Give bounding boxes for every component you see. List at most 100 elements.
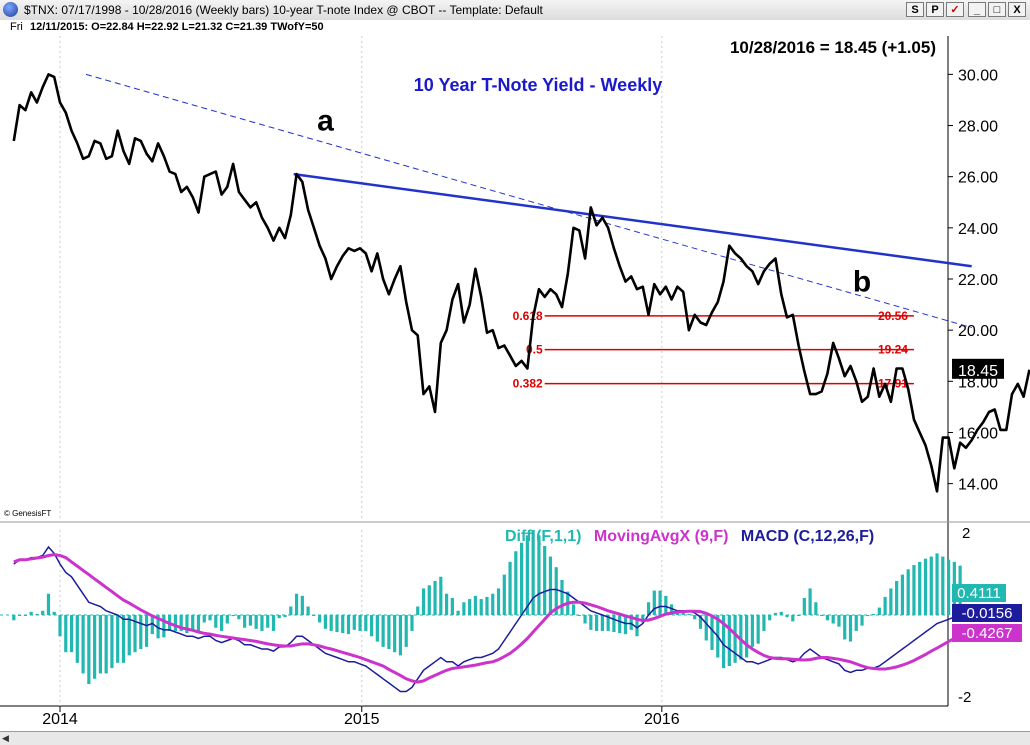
histogram-bar [462,602,466,615]
histogram-bar [254,615,258,629]
histogram-bar [768,615,772,621]
histogram-bar [46,593,51,615]
histogram-bar [341,615,345,634]
dashed-trendline [85,73,972,329]
histogram-bar [502,574,506,615]
price-y-tick-label: 28.00 [958,119,998,136]
histogram-bar [191,615,195,630]
window-title-bar: $TNX: 07/17/1998 - 10/28/2016 (Weekly ba… [0,0,1030,21]
histogram-bar [277,615,281,619]
histogram-bar [820,615,824,616]
histogram-bar [473,595,478,615]
histogram-bar [335,615,339,632]
price-y-tick-label: 14.00 [958,477,998,494]
wave-label-a: a [317,104,334,137]
current-value-label: 18.45 [958,363,998,380]
s-button[interactable]: S [906,2,924,17]
histogram-bar [300,595,304,615]
solid-trendline [293,172,972,268]
wave-label-b: b [853,266,871,299]
histogram-bar [64,615,68,653]
histogram-bar [294,593,299,615]
histogram-bar [196,615,201,631]
histogram-bar [883,596,887,615]
histogram-bar [796,615,801,616]
histogram-bar [733,615,737,663]
histogram-bar [635,615,639,637]
tag-bg [952,584,1006,602]
histogram-bar [693,615,697,620]
histogram-bar [652,590,656,615]
histogram-bar [721,615,726,669]
histogram-bar [508,561,512,615]
histogram-bar [369,615,374,637]
x-tick-label: 2015 [344,711,380,728]
histogram-bar [12,615,16,621]
histogram-bar [762,615,766,631]
histogram-bar [681,612,685,615]
chart-title: 10 Year T-Note Yield - Weekly [414,75,662,95]
scroll-left-icon[interactable]: ◀ [2,733,9,743]
histogram-bar [548,556,553,615]
fib-value-label: 19.24 [878,343,908,357]
histogram-bar [589,615,593,630]
histogram-bar [87,615,91,685]
close-button[interactable]: X [1008,2,1026,17]
histogram-bar [312,615,316,616]
histogram-bar [698,615,703,629]
histogram-bar [554,567,558,615]
histogram-bar [52,611,56,615]
x-ticks: 2014 2015 2016 [42,36,680,728]
histogram-bar [704,615,708,641]
histogram-bar [600,615,604,631]
histogram-bar [144,615,149,647]
histogram-bar [514,551,518,615]
histogram-bar [243,615,247,628]
histogram-bar [260,615,264,631]
histogram-bar [427,585,431,615]
histogram-bar [658,590,662,615]
histogram-bar [75,615,79,663]
histogram-bar [468,599,472,615]
price-y-ticks: 30.0028.0026.0024.0022.0020.0018.0016.00… [948,67,998,494]
histogram-bar [156,615,160,639]
maximize-button[interactable]: □ [988,2,1006,17]
histogram-bar [121,615,126,663]
histogram-bar [843,615,847,640]
minimize-button[interactable]: _ [968,2,986,17]
histogram-bar [496,588,501,615]
histogram-bar [185,615,189,634]
check-button[interactable]: ✓ [946,2,964,17]
histogram-bar [912,565,916,615]
histogram-bar [889,588,893,615]
histogram-bar [479,599,483,615]
p-button[interactable]: P [926,2,944,17]
histogram-bar [664,595,668,615]
histogram-bar [214,615,218,628]
credit-label: © GenesisFT [4,509,51,518]
macd-value-tag-diff: 0.4111 [952,584,1006,602]
price-y-tick-label: 26.00 [958,170,998,187]
histogram-bar [133,615,137,653]
histogram-bar [364,615,368,631]
histogram-bar [381,615,385,647]
histogram-bar [231,615,235,617]
histogram-bar [289,606,293,615]
histogram-bar [571,604,576,615]
histogram-bar [595,615,599,631]
info-bar: Fri 12/11/2015: O=22.84 H=22.92 L=21.32 … [0,20,1030,36]
histogram-bar [710,615,714,651]
macd-histogram [12,530,962,685]
tag-text: -0.0156 [962,605,1013,622]
histogram-bar [219,615,224,631]
histogram-bar [306,606,310,615]
histogram-bar [375,615,379,642]
horizontal-scrollbar[interactable]: ◀ [0,731,1030,745]
histogram-bar [520,542,524,615]
histogram-bar [18,615,22,616]
histogram-bar [162,615,166,638]
histogram-bar [618,615,622,634]
histogram-bar [606,615,610,631]
histogram-bar [404,615,408,647]
